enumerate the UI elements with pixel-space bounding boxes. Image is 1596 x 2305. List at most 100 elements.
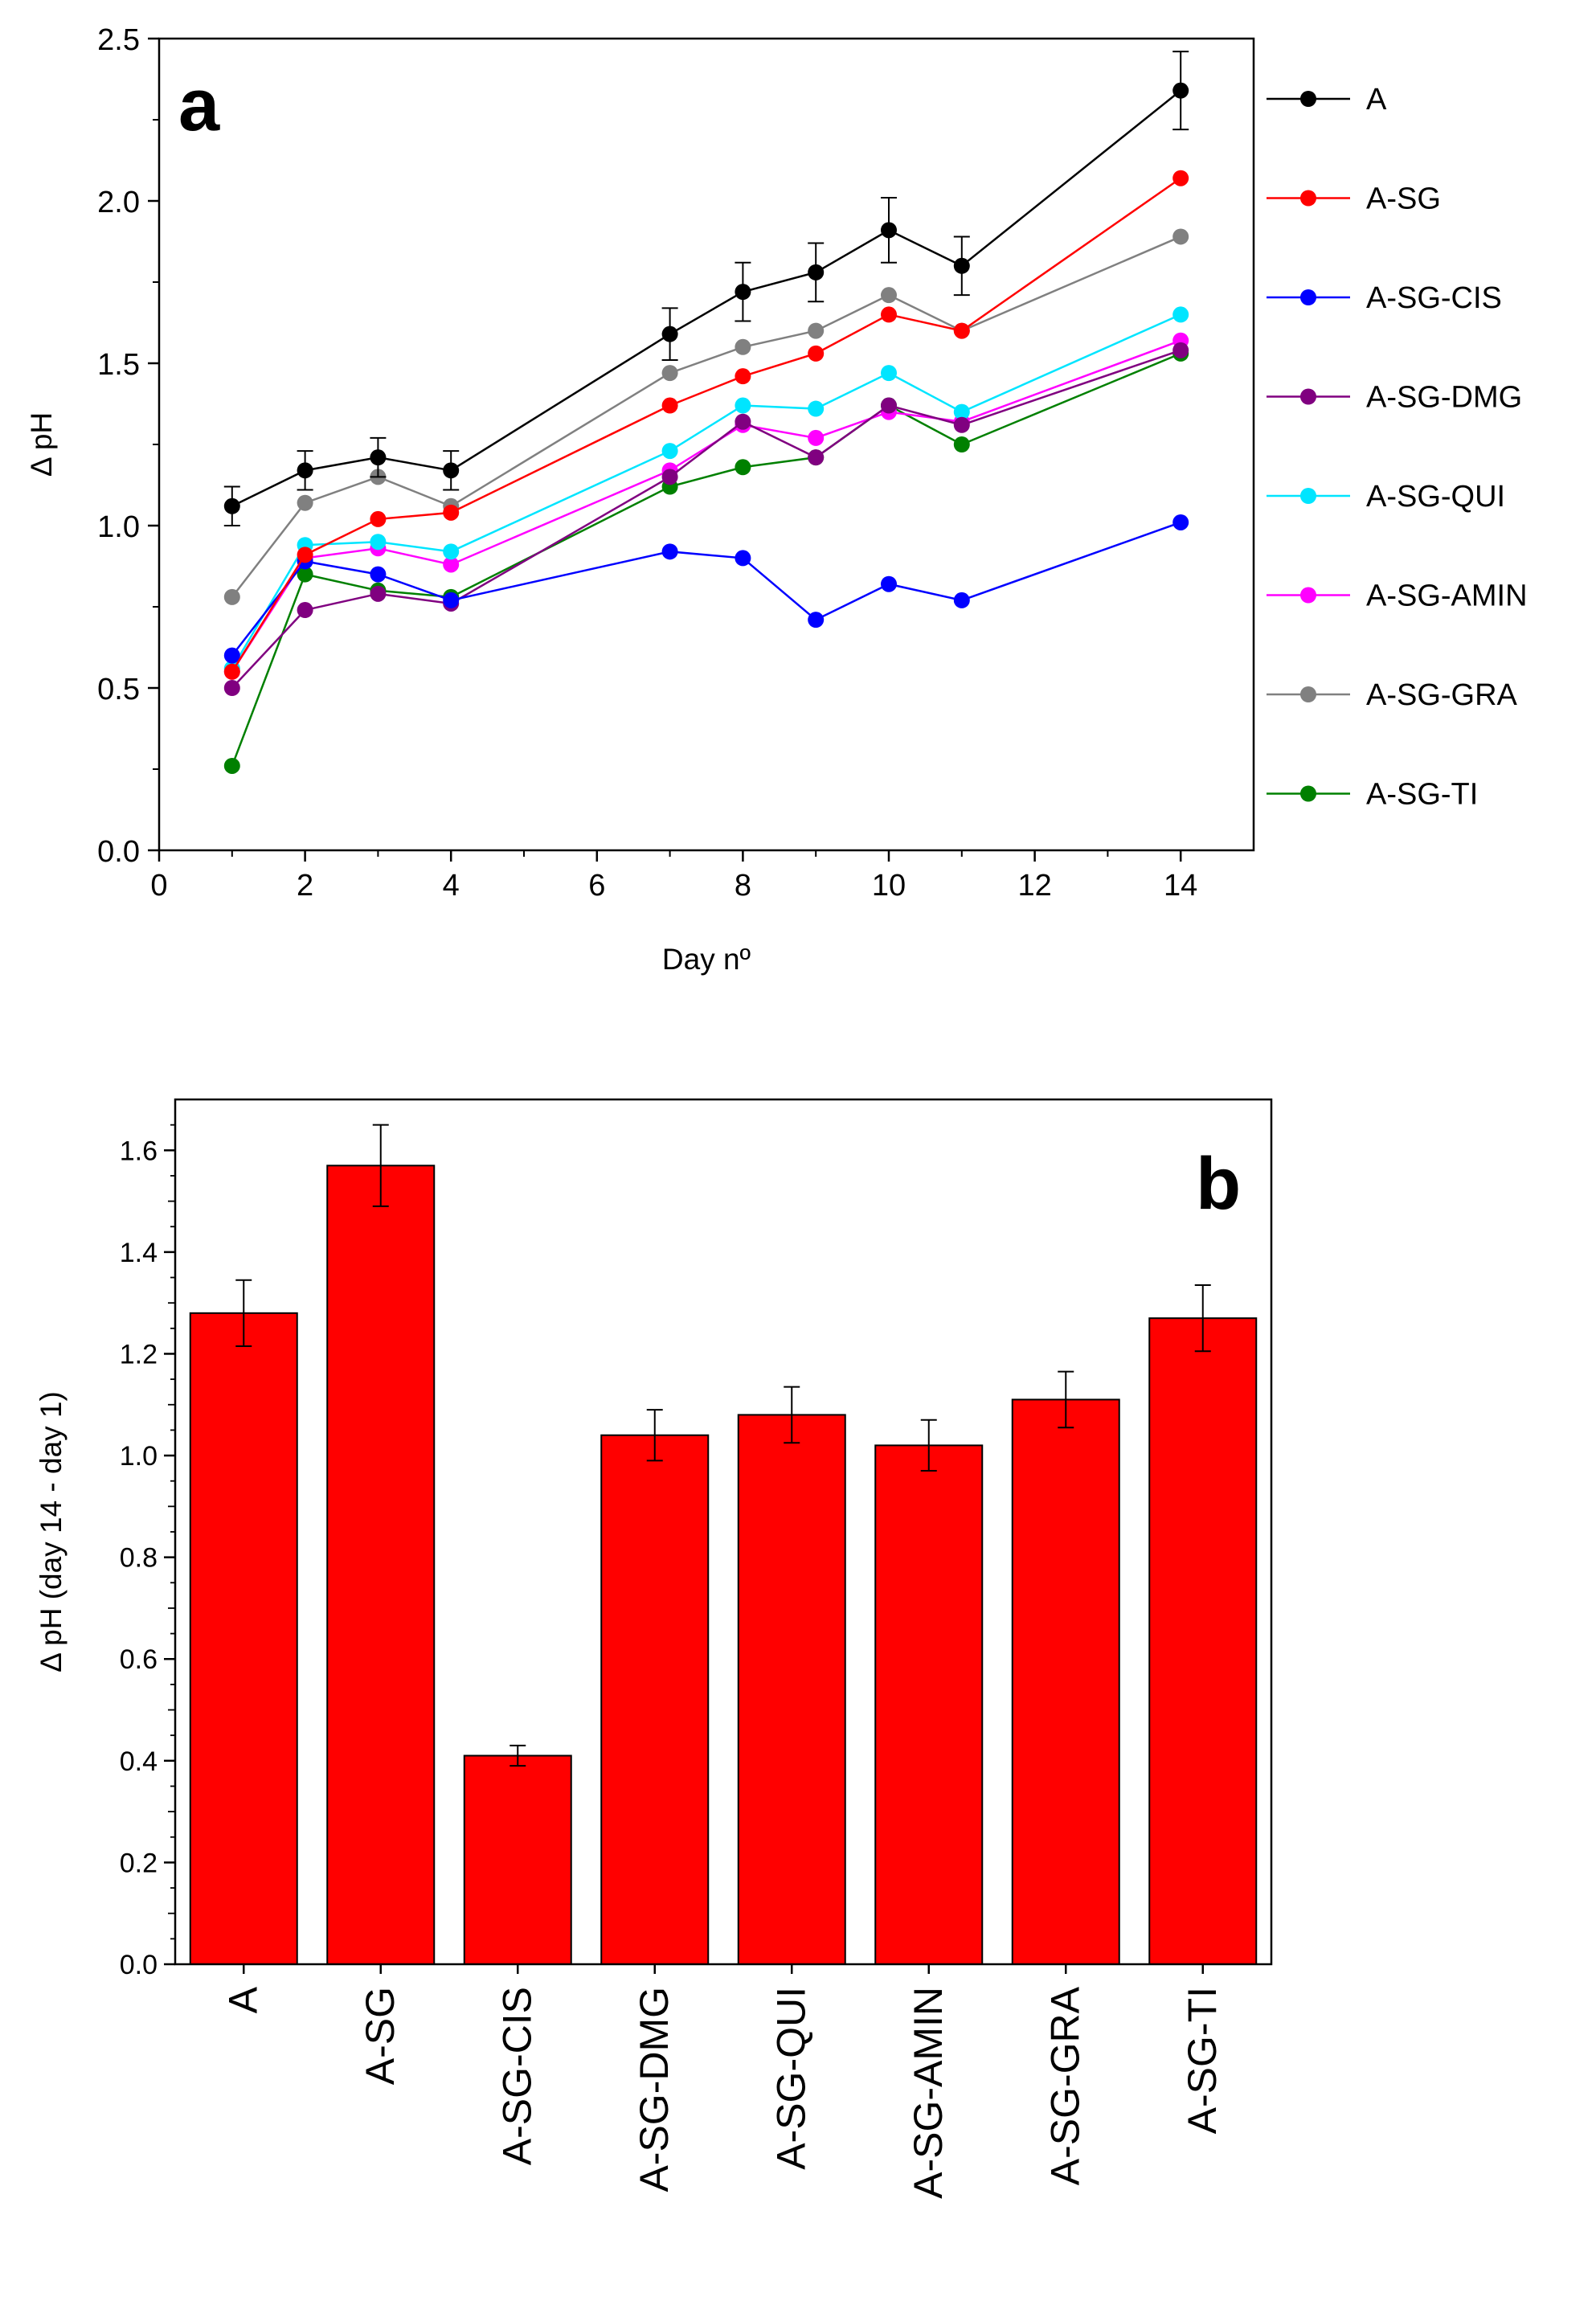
legend-label: A-SG	[1366, 182, 1441, 216]
bar-group-A-SG-QUI: A-SG-QUI: 1.08	[737, 1386, 846, 1966]
data-point-A: A: day 11, 1.8	[953, 257, 970, 274]
data-point-A-SG-GRA: A-SG-GRA: day 1, 0.78	[223, 588, 240, 605]
series-line-A-SG-TI	[231, 352, 1181, 767]
data-point-A: A: day 8, 1.72	[735, 284, 751, 301]
y-tick-label: 1.6	[120, 1136, 158, 1166]
legend-swatch-marker	[1300, 785, 1316, 802]
bar-group-A-SG-TI: A-SG-TI: 1.27	[1148, 1284, 1258, 1965]
data-point-A-SG-QUI: A-SG-QUI: day 3, 0.95	[370, 534, 387, 551]
category-label-A-SG: A-SG	[358, 1987, 403, 2085]
bar-A-SG-DMG: A-SG-DMG: 1.04	[600, 1434, 710, 1966]
data-point-A-SG-AMIN: A-SG-AMIN: day 9, 1.27	[808, 429, 825, 446]
series-line-A-SG-DMG	[231, 349, 1181, 689]
series-A-SG-AMIN: A-SG-AMIN: day 1, 0.55A-SG-AMIN: day 2, …	[223, 332, 1189, 680]
bar-group-A-SG-AMIN: A-SG-AMIN: 1.02	[874, 1419, 984, 1965]
panel-b-label: b	[1196, 1143, 1241, 1225]
y-tick-label: 2.5	[97, 23, 140, 57]
series-A-SG-CIS: A-SG-CIS: day 1, 0.6A-SG-CIS: day 2, 0.8…	[223, 514, 1189, 664]
legend-swatch-marker	[1300, 289, 1316, 305]
y-tick-label: 1.0	[120, 1441, 158, 1472]
data-point-A: A: day 2, 1.17	[297, 462, 313, 479]
data-point-A-SG-DMG: A-SG-DMG: day 11, 1.31	[953, 416, 970, 433]
legend-item-A-SG-AMIN: A-SG-AMIN	[1267, 579, 1528, 613]
y-tick-label: 1.0	[97, 510, 140, 544]
panel-b-bar-chart: 0.0 0.2 0.4 0.6 0.8 1.0 1.2 1.4 1.6 A: 1.28 A-SG:…	[35, 1098, 1273, 2199]
bar-A-SG-AMIN: A-SG-AMIN: 1.02	[874, 1444, 984, 1965]
data-point-A-SG: A-SG: day 10, 1.65	[881, 306, 897, 323]
data-point-A-SG-GRA: A-SG-GRA: day 10, 1.71	[881, 287, 897, 304]
bar-group-A: A: 1.28	[189, 1279, 298, 1966]
series-A-SG-TI: A-SG-TI: day 1, 0.26 A-SG-TI: day 2, 0.85…	[223, 345, 1189, 774]
bar-group-A-SG-GRA: A-SG-GRA: 1.11	[1011, 1370, 1120, 1965]
panel-a-series: A-SG-TI: day 1, 0.26 A-SG-TI: day 2, 0.85…	[223, 51, 1189, 774]
panel-b-category-labels: A A-SG A-SG-CIS A-SG-DMG A-SG-QUI A-SG-AMIN A-…	[220, 1986, 1225, 2199]
data-point-A-SG-QUI: A-SG-QUI: day 8, 1.37	[735, 397, 751, 414]
legend-item-A-SG-GRA: A-SG-GRA	[1267, 678, 1518, 712]
legend-label: A-SG-GRA	[1366, 678, 1518, 712]
legend-swatch-marker	[1300, 190, 1316, 207]
category-label-A-SG-DMG: A-SG-DMG	[632, 1987, 677, 2192]
data-point-A-SG-CIS: A-SG-CIS: day 4, 0.77	[443, 592, 460, 608]
data-point-A-SG-QUI: A-SG-QUI: day 10, 1.47	[881, 365, 897, 382]
legend-label: A-SG-DMG	[1366, 381, 1522, 415]
data-point-A-SG-CIS: A-SG-CIS: day 9, 0.71	[808, 612, 825, 628]
category-label-A-SG-QUI: A-SG-QUI	[768, 1987, 813, 2170]
data-point-A-SG-DMG: A-SG-DMG: day 14, 1.54	[1172, 342, 1189, 358]
data-point-A-SG-TI: A-SG-TI: day 1, 0.26	[223, 757, 240, 774]
y-tick-label: 0.8	[120, 1543, 158, 1574]
data-point-A-SG-DMG: A-SG-DMG: day 3, 0.79	[370, 585, 387, 602]
legend-swatch-marker	[1300, 388, 1316, 405]
bar-group-A-SG: A-SG: 1.57	[326, 1124, 436, 1965]
legend-label: A-SG-AMIN	[1366, 579, 1528, 613]
data-point-A-SG-CIS: A-SG-CIS: day 3, 0.85	[370, 566, 387, 583]
panel-a-label: a	[178, 64, 220, 146]
series-line-A-SG-AMIN	[231, 339, 1181, 673]
data-point-A-SG-TI: A-SG-TI: day 2, 0.85	[297, 566, 313, 583]
category-label-A-SG-TI: A-SG-TI	[1180, 1987, 1225, 2134]
data-point-A-SG-DMG: A-SG-DMG: day 10, 1.37	[881, 397, 897, 414]
data-point-A-SG-CIS: A-SG-CIS: day 7, 0.92	[661, 543, 678, 560]
data-point-A-SG-GRA: A-SG-GRA: day 14, 1.89	[1172, 228, 1189, 245]
data-point-A-SG-AMIN: A-SG-AMIN: day 4, 0.88	[443, 556, 460, 573]
data-point-A-SG: A-SG: day 7, 1.37	[661, 397, 678, 414]
series-A-SG: A-SG: day 1, 0.55 A-SG: day 2, 0.91 A-SG: …	[223, 170, 1189, 680]
legend-label: A-SG-TI	[1366, 778, 1478, 812]
legend-swatch-marker	[1300, 686, 1316, 702]
data-point-A-SG-CIS: A-SG-CIS: day 11, 0.77	[953, 592, 970, 608]
data-point-A-SG-CIS: A-SG-CIS: day 14, 1.01	[1172, 514, 1189, 530]
legend-swatch-marker	[1300, 91, 1316, 107]
data-point-A-SG: A-SG: day 8, 1.46	[735, 368, 751, 385]
legend-item-A: A	[1267, 83, 1387, 117]
data-point-A-SG-DMG: A-SG-DMG: day 9, 1.21	[808, 449, 825, 466]
y-tick-label: 0.0	[120, 1950, 158, 1980]
data-point-A-SG-QUI: A-SG-QUI: day 7, 1.23	[661, 443, 678, 460]
data-point-A-SG-QUI: A-SG-QUI: day 9, 1.36	[808, 400, 825, 417]
y-tick-label: 0.0	[97, 835, 140, 869]
series-A-SG-QUI: A-SG-QUI: day 1, 0.56A-SG-QUI: day 2, 0.…	[223, 306, 1189, 677]
category-label-A: A	[220, 1986, 265, 2013]
x-tick-label: 0	[150, 869, 167, 903]
y-tick-label: 1.4	[120, 1238, 158, 1268]
y-tick-label: 2.0	[97, 186, 140, 219]
data-point-A-SG-DMG: A-SG-DMG: day 8, 1.32	[735, 413, 751, 430]
series-line-A-SG	[231, 177, 1181, 673]
panel-b-bars: A: 1.28 A-SG: 1.57A-SG-CIS: 0.41 A-SG-DMG:…	[189, 1124, 1258, 1966]
panel-b-plot-frame	[174, 1098, 1273, 1966]
data-point-A: A: day 7, 1.59	[661, 325, 678, 342]
x-tick-label: 2	[297, 869, 313, 903]
data-point-A-SG-TI: A-SG-TI: day 8, 1.18	[735, 459, 751, 476]
y-tick-label: 0.2	[120, 1848, 158, 1878]
legend-label: A-SG-QUI	[1366, 480, 1505, 514]
data-point-A-SG-CIS: A-SG-CIS: day 10, 0.82	[881, 575, 897, 592]
panel-a-y-axis-label: Δ pH	[25, 412, 58, 477]
series-line-A-SG-GRA	[231, 235, 1181, 598]
data-point-A-SG-GRA: A-SG-GRA: day 7, 1.47	[661, 365, 678, 382]
data-point-A-SG-CIS: A-SG-CIS: day 1, 0.6	[223, 647, 240, 664]
category-label-A-SG-AMIN: A-SG-AMIN	[906, 1987, 951, 2199]
x-tick-label: 10	[872, 869, 906, 903]
series-line-A	[231, 89, 1181, 507]
x-tick-label: 14	[1164, 869, 1197, 903]
panel-b-y-axis-label: Δ pH (day 14 - day 1)	[35, 1391, 68, 1672]
x-tick-label: 6	[588, 869, 605, 903]
